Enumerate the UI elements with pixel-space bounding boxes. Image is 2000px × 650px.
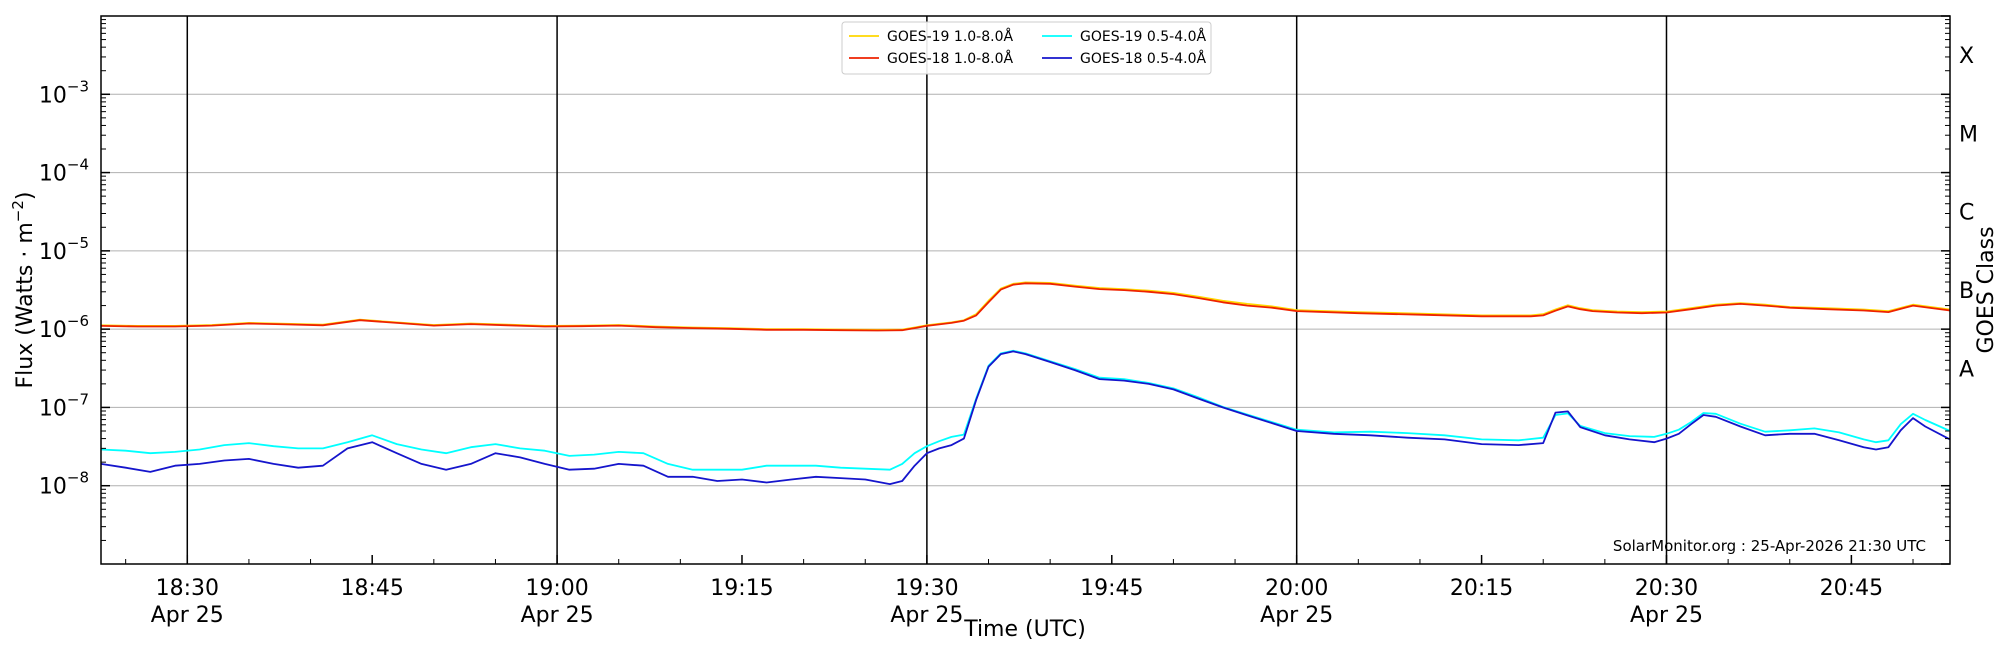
goes-class-title: GOES Class xyxy=(1974,226,1999,353)
y-axis-title-close: ) xyxy=(13,192,38,201)
goes-class-label: X xyxy=(1959,44,1974,69)
y-tick-base: 10 xyxy=(39,318,67,343)
legend-label: GOES-18 0.5-4.0Å xyxy=(1080,50,1206,67)
grid-lines xyxy=(101,93,1950,487)
legend-label: GOES-19 0.5-4.0Å xyxy=(1080,28,1206,45)
legend-box xyxy=(841,21,1212,75)
x-tick-date-label: Apr 25 xyxy=(1630,603,1703,628)
x-tick-label: 20:30 xyxy=(1635,576,1698,601)
x-tick-label: 19:00 xyxy=(525,576,588,601)
y-axis-title-exponent: −2 xyxy=(9,200,27,222)
y-tick-label: 10−3 xyxy=(39,77,89,108)
series-line xyxy=(100,282,1951,332)
x-tick-label: 20:00 xyxy=(1265,576,1328,601)
goes-class-label: C xyxy=(1959,201,1974,226)
goes-class-label: B xyxy=(1959,279,1974,304)
x-tick-label: 18:45 xyxy=(340,576,403,601)
y-axis-title: Flux (Watts · m−2) xyxy=(9,192,38,389)
x-tick-label: 20:15 xyxy=(1450,576,1513,601)
y-axis-title-text: Flux (Watts · m xyxy=(13,222,38,388)
legend: GOES-19 1.0-8.0Å GOES-18 1.0-8.0Å GOES-19 … xyxy=(841,21,1212,75)
y-tick-exponent: −6 xyxy=(67,312,89,330)
y-tick-base: 10 xyxy=(39,162,67,187)
y-tick-label: 10−8 xyxy=(39,469,89,500)
goes-class-label: M xyxy=(1959,122,1978,147)
x-axis-title: Time (UTC) xyxy=(963,617,1086,642)
y-tick-exponent: −4 xyxy=(67,156,89,174)
x-tick-date-label: Apr 25 xyxy=(151,603,224,628)
x-tick-label: 19:45 xyxy=(1080,576,1143,601)
x-tick-label: 18:30 xyxy=(156,576,219,601)
y-tick-label: 10−5 xyxy=(39,234,89,265)
legend-label: GOES-19 1.0-8.0Å xyxy=(887,28,1013,45)
y-tick-base: 10 xyxy=(39,240,67,265)
x-tick-label: 19:30 xyxy=(895,576,958,601)
y-tick-exponent: −5 xyxy=(67,234,89,252)
y-tick-base: 10 xyxy=(39,475,67,500)
x-tick-date-label: Apr 25 xyxy=(890,603,963,628)
series-lines xyxy=(100,281,1951,486)
y-tick-exponent: −7 xyxy=(67,390,89,408)
x-tick-label: 20:45 xyxy=(1820,576,1883,601)
day-separators xyxy=(186,16,1668,564)
x-tick-label: 19:15 xyxy=(710,576,773,601)
legend-label: GOES-18 1.0-8.0Å xyxy=(887,50,1013,67)
y-tick-label: 10−7 xyxy=(39,390,89,421)
y-tick-exponent: −8 xyxy=(67,469,89,487)
y-tick-label: 10−4 xyxy=(39,156,89,187)
credit-text: SolarMonitor.org : 25-Apr-2026 21:30 UTC xyxy=(1613,537,1926,555)
goes-class-label: A xyxy=(1959,357,1974,382)
plot-frame xyxy=(100,15,1951,565)
series-line xyxy=(100,350,1951,486)
y-tick-label: 10−6 xyxy=(39,312,89,343)
x-tick-date-label: Apr 25 xyxy=(521,603,594,628)
y-tick-base: 10 xyxy=(39,83,67,108)
y-tick-base: 10 xyxy=(39,396,67,421)
x-tick-date-label: Apr 25 xyxy=(1260,603,1333,628)
y-tick-exponent: −3 xyxy=(67,77,89,95)
